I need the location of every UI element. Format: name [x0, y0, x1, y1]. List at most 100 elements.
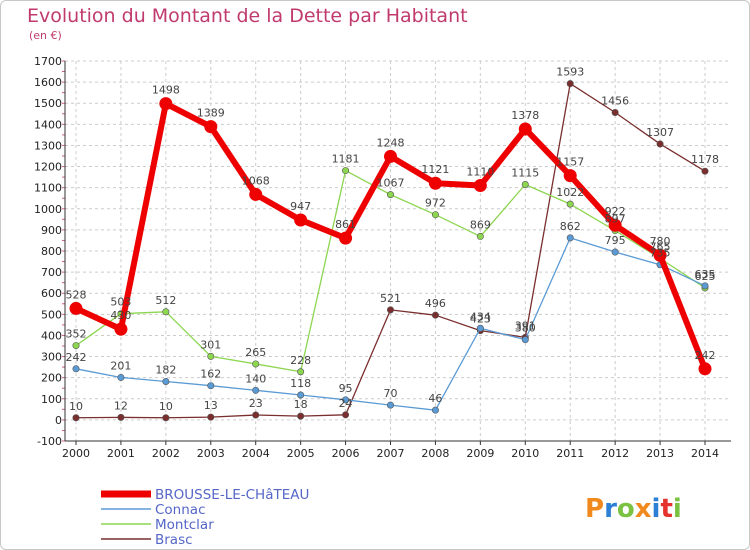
data-label: 635 [695, 268, 716, 281]
legend-label: Connac [155, 502, 206, 518]
data-point [342, 396, 350, 404]
data-label: 795 [605, 234, 626, 247]
data-label: 1068 [242, 174, 270, 187]
data-point [162, 308, 170, 316]
x-tick-label: 2004 [242, 447, 270, 460]
data-point [72, 365, 80, 373]
data-point [563, 169, 577, 183]
chart-title: Evolution du Montant de la Dette par Hab… [27, 5, 468, 27]
data-label: 1110 [466, 166, 494, 179]
data-label: 380 [515, 322, 536, 335]
data-point [653, 248, 667, 262]
data-label: 1498 [152, 84, 180, 97]
data-label: 95 [339, 382, 353, 395]
y-tick-label: -100 [37, 435, 62, 448]
y-tick-label: 0 [55, 414, 62, 427]
data-label: 10 [69, 400, 83, 413]
data-label: 1593 [556, 66, 584, 79]
y-tick-label: 300 [41, 351, 62, 364]
y-tick-label: 1300 [34, 139, 62, 152]
data-label: 242 [66, 351, 87, 364]
data-point [428, 176, 442, 190]
data-point [473, 179, 487, 193]
x-tick-label: 2011 [556, 447, 584, 460]
data-point [518, 122, 532, 136]
x-tick-label: 2008 [421, 447, 449, 460]
data-label: 118 [290, 377, 311, 390]
x-tick-label: 2013 [646, 447, 674, 460]
data-label: 897 [605, 213, 626, 226]
data-label: 972 [425, 197, 446, 210]
data-point [611, 248, 619, 256]
data-label: 528 [66, 288, 87, 301]
x-tick-label: 2010 [511, 447, 539, 460]
data-point [159, 97, 173, 111]
data-point [521, 181, 529, 189]
data-label: 423 [470, 313, 491, 326]
data-label: 18 [294, 398, 308, 411]
data-label: 430 [110, 309, 131, 322]
y-tick-label: 900 [41, 224, 62, 237]
data-label: 140 [245, 372, 266, 385]
data-point [566, 200, 574, 208]
data-label: 301 [200, 338, 221, 351]
data-point [566, 80, 574, 88]
data-label: 23 [249, 397, 263, 410]
data-point [69, 301, 83, 315]
y-tick-label: 800 [41, 245, 62, 258]
data-label: 922 [605, 205, 626, 218]
x-tick-label: 2012 [601, 447, 629, 460]
x-tick-label: 2014 [691, 447, 719, 460]
y-tick-label: 1200 [34, 161, 62, 174]
x-tick-label: 2001 [107, 447, 135, 460]
data-point [656, 140, 664, 148]
data-point [297, 412, 305, 420]
data-label: 512 [155, 294, 176, 307]
data-label: 861 [335, 218, 356, 231]
y-tick-label: 1000 [34, 203, 62, 216]
data-label: 1121 [421, 163, 449, 176]
data-point [608, 218, 622, 232]
data-label: 182 [155, 363, 176, 376]
data-point [386, 401, 394, 409]
data-label: 12 [114, 399, 128, 412]
x-tick-label: 2007 [377, 447, 405, 460]
data-point [386, 191, 394, 199]
chart-subtitle: (en €) [29, 29, 62, 42]
data-point [207, 382, 215, 390]
legend-label: Montclar [155, 517, 214, 533]
data-label: 352 [66, 328, 87, 341]
data-point [72, 342, 80, 350]
data-point [431, 311, 439, 319]
data-point [117, 373, 125, 381]
data-label: 1067 [377, 177, 405, 190]
y-tick-label: 1500 [34, 97, 62, 110]
data-point [386, 306, 394, 314]
y-tick-label: 1400 [34, 118, 62, 131]
data-point [339, 231, 353, 245]
data-label: 1157 [556, 156, 584, 169]
data-label: 765 [650, 240, 671, 253]
data-label: 1178 [691, 153, 719, 166]
y-tick-label: 100 [41, 393, 62, 406]
data-label: 869 [470, 218, 491, 231]
y-tick-label: 1100 [34, 182, 62, 195]
data-point [476, 232, 484, 240]
data-label: 10 [159, 400, 173, 413]
data-point [566, 234, 574, 242]
data-label: 70 [384, 387, 398, 400]
data-point [431, 406, 439, 414]
x-tick-label: 2006 [332, 447, 360, 460]
data-point [72, 414, 80, 422]
data-label: 1022 [556, 186, 584, 199]
y-tick-label: 700 [41, 266, 62, 279]
data-label: 434 [470, 310, 491, 323]
data-label: 201 [110, 359, 131, 372]
y-tick-label: 1700 [34, 55, 62, 68]
y-tick-label: 600 [41, 287, 62, 300]
y-tick-label: 200 [41, 372, 62, 385]
data-label: 228 [290, 354, 311, 367]
data-point [249, 187, 263, 201]
